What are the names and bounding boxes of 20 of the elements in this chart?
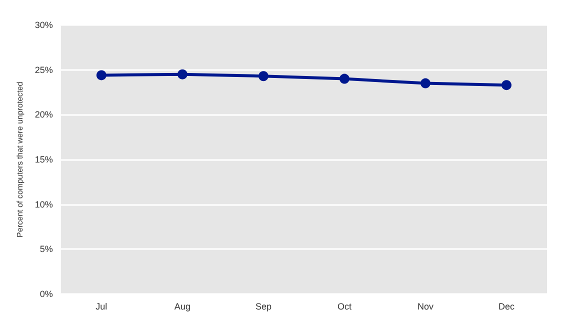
point — [420, 78, 430, 88]
x-tick-label: Jul — [96, 302, 108, 312]
y-tick-label: 25% — [34, 64, 53, 75]
y-tick-label: 30% — [34, 20, 53, 30]
point — [177, 69, 188, 80]
point — [258, 71, 268, 82]
point — [502, 80, 512, 90]
point — [96, 70, 106, 80]
y-tick-label: 20% — [34, 110, 53, 120]
point — [339, 74, 350, 84]
x-tick-label: Oct — [337, 302, 352, 312]
y-tick-label: 0% — [40, 289, 53, 299]
x-tick-label: Dec — [498, 302, 515, 312]
x-tick-label: Nov — [417, 302, 434, 312]
y-tick-label: 5% — [40, 244, 53, 254]
y-tick-label: 15% — [34, 154, 53, 164]
y-axis-title: Percent of computers that were unprotected — [16, 82, 24, 238]
x-tick-label: Sep — [255, 302, 272, 312]
y-tick-label: 10% — [34, 199, 53, 210]
x-tick-label: Aug — [174, 302, 190, 312]
